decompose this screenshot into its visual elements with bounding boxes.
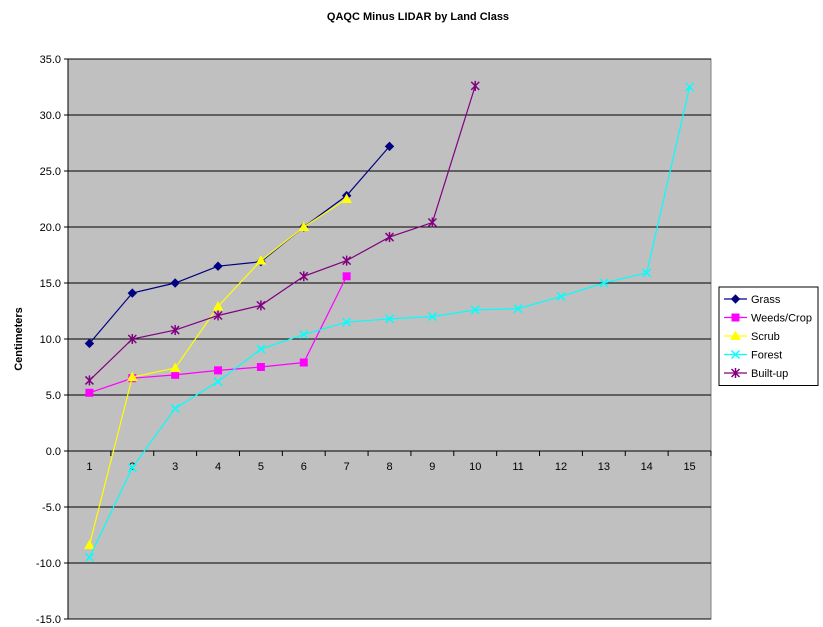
chart-title: QAQC Minus LIDAR by Land Class <box>327 11 509 23</box>
data-point-forest <box>642 268 652 278</box>
data-point-forest <box>470 305 480 315</box>
y-tick-label: -15.0 <box>36 614 61 626</box>
data-point-forest <box>556 291 566 301</box>
data-point-forest <box>170 403 180 413</box>
x-tick-label: 1 <box>86 461 92 473</box>
data-point-built-up <box>427 217 437 228</box>
x-tick-label: 3 <box>172 461 178 473</box>
data-point-grass <box>170 278 180 288</box>
legend-marker <box>730 368 741 378</box>
y-tick-label: 30.0 <box>40 110 61 122</box>
data-point-forest <box>599 278 609 288</box>
data-point-forest <box>685 82 695 92</box>
series-line-grass <box>88 145 390 344</box>
data-point-built-up <box>299 271 309 282</box>
legend-item-grass: Grass <box>724 294 781 306</box>
data-point-scrub <box>84 539 95 550</box>
data-point-grass <box>213 261 223 271</box>
legend-item-weeds-crop: Weeds/Crop <box>724 313 812 325</box>
legend-marker <box>730 349 741 360</box>
y-tick-label: -10.0 <box>36 558 61 570</box>
y-tick-label: 15.0 <box>40 278 61 290</box>
y-tick-label: 10.0 <box>40 334 61 346</box>
y-tick-label: 25.0 <box>40 166 61 178</box>
y-tick-label: 0.0 <box>46 446 61 458</box>
legend: Grass Weeds/Crop Scrub Forest Built-up <box>718 286 819 386</box>
data-point-scrub <box>126 371 138 382</box>
data-point-scrub <box>212 301 224 311</box>
data-point-built-up <box>84 375 94 386</box>
data-point-scrub <box>255 255 267 265</box>
data-point-built-up <box>170 325 180 336</box>
data-point-built-up <box>256 300 266 311</box>
data-point-scrub <box>169 362 181 373</box>
data-point-scrub <box>341 193 352 203</box>
data-point-forest <box>384 314 395 324</box>
legend-label: Forest <box>751 350 782 362</box>
x-tick-label: 12 <box>555 461 567 473</box>
legend-label: Weeds/Crop <box>751 313 812 325</box>
y-tick-label: -5.0 <box>42 502 61 514</box>
data-point-grass <box>127 288 138 298</box>
data-point-weeds-crop <box>171 370 180 379</box>
data-point-weeds-crop <box>299 358 308 367</box>
x-tick-label: 5 <box>258 461 264 473</box>
plot-area: -15.0 -10.0 -5.0 0.0 5.0 10.0 15.0 20.0 25.0 30.0… <box>36 54 712 626</box>
data-point-forest <box>427 312 437 322</box>
x-tick-label: 4 <box>215 461 221 473</box>
y-tick-label: 5.0 <box>46 390 61 402</box>
data-point-forest <box>299 329 309 340</box>
y-tick-label: 35.0 <box>40 54 61 66</box>
data-point-forest <box>127 463 137 473</box>
y-axis-label: Centimeters <box>13 307 25 371</box>
legend-marker <box>730 294 741 304</box>
x-tick-label: 14 <box>641 461 653 473</box>
data-point-forest <box>513 304 523 314</box>
x-tick-label: 10 <box>469 461 481 473</box>
data-point-scrub <box>298 221 310 231</box>
x-tick-label: 15 <box>683 461 695 473</box>
legend-label: Built-up <box>751 368 788 380</box>
data-point-grass <box>84 338 95 349</box>
legend-label: Grass <box>751 294 781 306</box>
data-point-forest <box>213 377 223 387</box>
data-point-grass <box>384 141 395 152</box>
x-tick-label: 8 <box>386 461 392 473</box>
legend-item-scrub: Scrub <box>724 330 780 343</box>
data-point-built-up <box>127 334 137 344</box>
data-point-weeds-crop <box>342 272 351 281</box>
x-tick-label: 13 <box>598 461 610 473</box>
data-point-forest <box>84 552 94 562</box>
data-point-weeds-crop <box>256 363 265 371</box>
legend-label: Scrub <box>751 331 780 343</box>
x-tick-label: 9 <box>429 461 435 473</box>
legend-marker <box>730 330 741 340</box>
legend-item-built-up: Built-up <box>724 368 788 380</box>
data-point-weeds-crop <box>214 366 223 375</box>
series-line-built-up <box>89 85 476 381</box>
data-point-built-up <box>342 255 352 266</box>
legend-item-forest: Forest <box>724 350 782 362</box>
legend-marker <box>731 313 740 322</box>
data-point-built-up <box>470 80 480 91</box>
data-point-built-up <box>384 232 395 243</box>
y-tick-label: 20.0 <box>40 222 61 234</box>
x-tick-label: 7 <box>344 461 350 473</box>
data-point-weeds-crop <box>85 388 94 397</box>
data-point-forest <box>256 344 266 354</box>
data-point-forest <box>342 317 352 327</box>
data-point-built-up <box>213 310 223 321</box>
x-tick-label: 6 <box>301 461 307 473</box>
x-tick-label: 11 <box>512 461 523 473</box>
